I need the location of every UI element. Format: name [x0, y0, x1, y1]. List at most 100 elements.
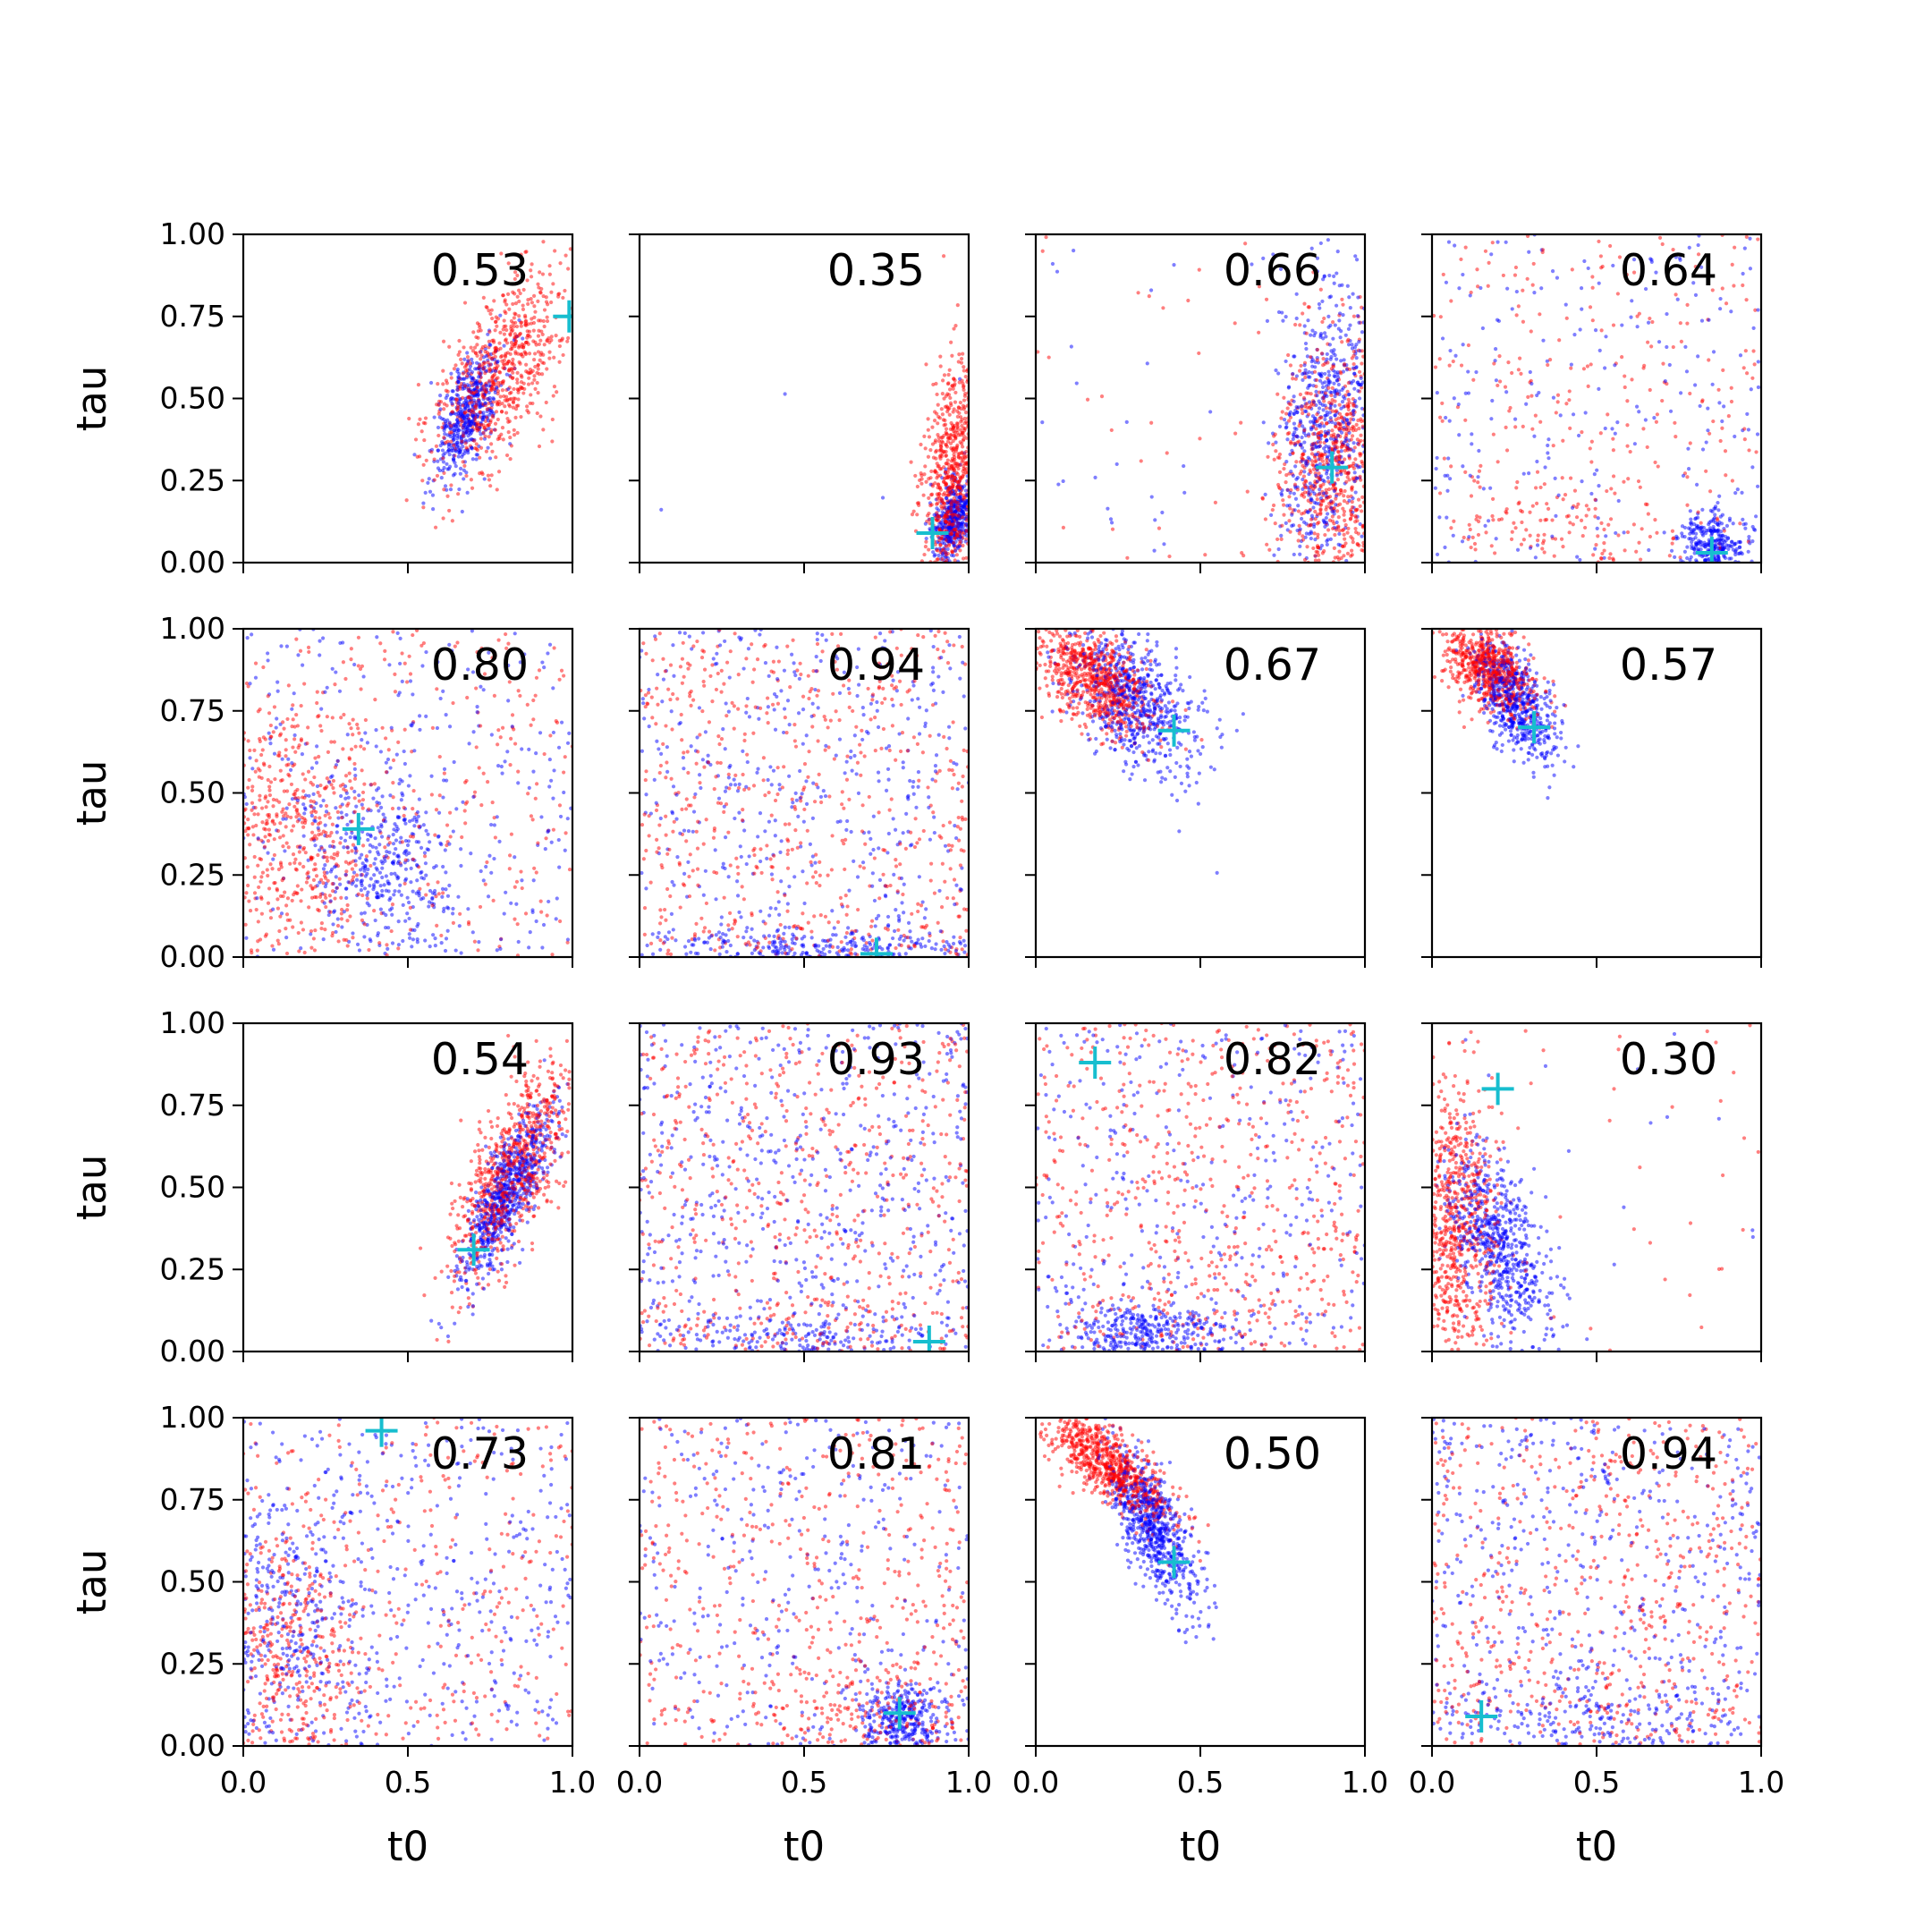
red-point — [1674, 292, 1678, 297]
red-point — [955, 409, 960, 413]
blue-point — [924, 536, 928, 541]
red-point — [551, 394, 555, 398]
red-point — [471, 330, 476, 335]
blue-point — [1309, 531, 1314, 536]
blue-point — [458, 411, 463, 416]
red-point — [1301, 538, 1306, 542]
red-point — [1555, 400, 1560, 404]
red-point — [1693, 265, 1698, 269]
blue-point — [1292, 552, 1296, 557]
blue-point — [1284, 359, 1288, 364]
red-point — [1343, 457, 1347, 462]
blue-point — [1298, 544, 1302, 548]
red-point — [1720, 286, 1724, 291]
red-point — [935, 411, 939, 416]
blue-point — [1314, 473, 1318, 478]
blue-point — [1357, 382, 1362, 386]
red-point — [1462, 535, 1466, 540]
red-point — [555, 720, 560, 724]
blue-point — [1294, 292, 1299, 296]
red-point — [442, 402, 447, 406]
blue-point — [487, 343, 492, 347]
red-point — [1588, 305, 1593, 309]
red-point — [950, 474, 955, 479]
blue-point — [1050, 261, 1055, 267]
red-point — [1625, 399, 1630, 403]
blue-point — [1682, 549, 1687, 554]
red-point — [325, 715, 329, 719]
blue-point — [284, 936, 289, 940]
red-point — [1298, 323, 1302, 327]
red-point — [1540, 248, 1546, 252]
blue-point — [1292, 430, 1297, 435]
red-point — [945, 512, 949, 516]
blue-point — [372, 873, 377, 877]
red-point — [962, 454, 967, 459]
blue-point — [386, 926, 391, 930]
blue-point — [1294, 477, 1299, 481]
blue-point — [527, 785, 531, 790]
blue-point — [1309, 246, 1314, 250]
red-point — [1685, 475, 1690, 479]
red-point — [1560, 476, 1564, 480]
red-point — [452, 367, 457, 371]
red-point — [930, 442, 936, 446]
red-point — [515, 380, 520, 386]
red-point — [516, 345, 521, 350]
blue-point — [1333, 394, 1337, 399]
red-point — [1538, 312, 1542, 317]
red-point — [552, 385, 557, 389]
red-point — [487, 339, 491, 343]
red-point — [513, 415, 518, 419]
red-point — [1729, 386, 1733, 390]
red-point — [263, 827, 268, 832]
red-point — [1239, 420, 1243, 425]
red-point — [959, 415, 963, 419]
blue-point — [1692, 547, 1697, 551]
blue-point — [1344, 418, 1349, 423]
red-point — [1586, 384, 1590, 388]
blue-point — [311, 792, 316, 796]
red-point — [258, 798, 262, 802]
red-point — [1351, 539, 1355, 545]
red-point — [360, 798, 366, 802]
blue-point — [1332, 381, 1336, 386]
blue-point — [438, 394, 443, 398]
blue-point — [445, 433, 450, 437]
red-point — [514, 879, 520, 884]
blue-point — [1318, 332, 1324, 336]
blue-point — [1320, 385, 1326, 390]
red-point — [960, 441, 964, 446]
red-point — [1654, 419, 1658, 424]
red-point — [500, 388, 505, 393]
red-point — [1297, 531, 1301, 536]
red-point — [550, 417, 555, 422]
red-point — [937, 416, 942, 420]
blue-point — [1357, 396, 1362, 401]
red-point — [1314, 377, 1319, 383]
red-point — [962, 387, 966, 392]
blue-point — [1309, 536, 1313, 541]
red-point — [1506, 360, 1511, 365]
red-point — [1590, 275, 1595, 279]
blue-point — [342, 845, 346, 850]
red-point — [1520, 520, 1524, 525]
red-point — [1590, 318, 1595, 323]
blue-point — [487, 853, 492, 858]
red-point — [463, 801, 468, 806]
red-point — [511, 401, 516, 405]
blue-point — [565, 937, 571, 942]
blue-point — [1330, 419, 1335, 425]
red-point — [1350, 504, 1355, 510]
red-point — [429, 450, 434, 454]
red-point — [1567, 530, 1572, 535]
blue-point — [1637, 410, 1641, 414]
blue-point — [1546, 451, 1550, 455]
red-point — [494, 455, 498, 460]
red-point — [502, 366, 506, 370]
red-point — [1516, 501, 1521, 506]
red-point — [484, 449, 488, 453]
red-point — [1298, 392, 1303, 397]
blue-point — [445, 462, 449, 466]
blue-point — [1300, 459, 1304, 463]
